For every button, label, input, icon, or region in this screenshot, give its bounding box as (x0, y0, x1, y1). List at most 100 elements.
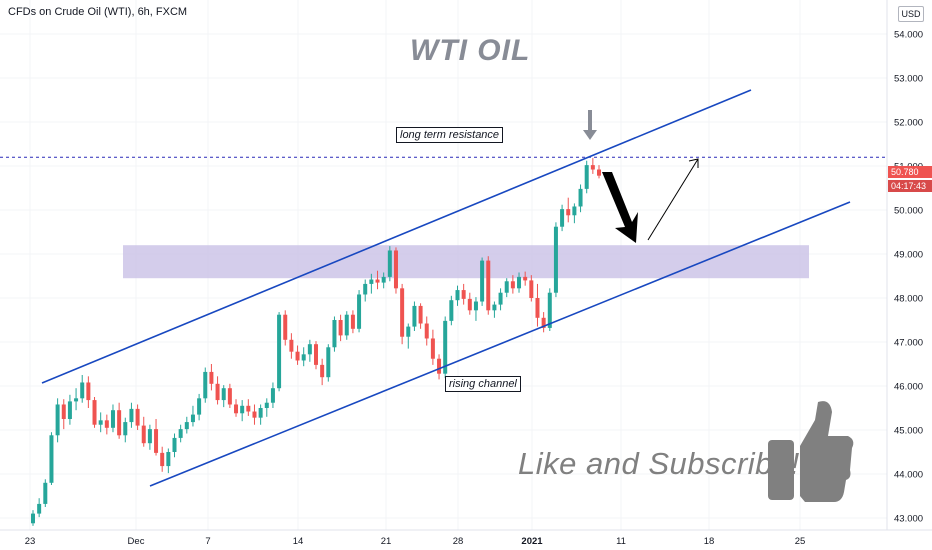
candle (597, 165, 601, 179)
price-tick-label: 47.000 (894, 338, 923, 349)
candle-body (369, 279, 374, 284)
candle-body (393, 250, 398, 289)
candle (584, 160, 589, 194)
candle-body (597, 169, 601, 176)
candle-body (295, 351, 300, 361)
price-tick-label: 49.000 (894, 250, 923, 261)
candle (517, 272, 522, 293)
candle-body (258, 408, 263, 418)
candle-body (98, 420, 103, 425)
time-tick-label: 11 (616, 536, 626, 547)
candle-body (400, 288, 405, 337)
candle (344, 311, 349, 340)
candle (455, 285, 460, 306)
price-tick-label: 45.000 (894, 426, 923, 437)
candle (123, 417, 128, 443)
candle (203, 367, 208, 403)
candle (61, 399, 66, 430)
candle-body (234, 404, 239, 414)
candle-body (104, 420, 109, 428)
candle (147, 424, 152, 450)
candle (400, 283, 405, 345)
price-tick-label: 54.000 (894, 30, 923, 41)
candle-body (443, 320, 448, 374)
price-tick-label: 50.000 (894, 206, 923, 217)
candle-body (492, 304, 497, 311)
candle (104, 414, 109, 435)
candle (406, 323, 411, 349)
candle (43, 479, 48, 507)
candle (240, 400, 245, 422)
price-axis: 43.000 44.000 45.000 46.000 47.000 48.000 49.0… (894, 30, 923, 525)
candle-body (381, 276, 386, 283)
candle (190, 405, 195, 427)
candle (135, 404, 140, 430)
candle-body (473, 301, 478, 311)
candle (437, 354, 442, 380)
candle (215, 376, 220, 405)
candle (74, 388, 79, 411)
candle-body (80, 382, 85, 399)
candle-body (455, 290, 460, 301)
candle-body (74, 398, 79, 402)
candle (504, 278, 509, 298)
candle (154, 419, 159, 456)
candle (510, 275, 515, 294)
candle-body (67, 401, 72, 419)
candle (387, 246, 392, 282)
chart-symbol-title: CFDs on Crude Oil (WTI), 6h, FXCM (8, 6, 188, 18)
candle-body (430, 338, 435, 359)
candle (393, 247, 398, 294)
candle (363, 279, 368, 302)
candle-body (172, 437, 177, 452)
candle-body (504, 281, 509, 293)
candle (326, 344, 331, 382)
candle-body (541, 317, 546, 328)
candle-body (523, 276, 528, 281)
time-tick-label: 2021 (521, 536, 543, 547)
candle (553, 222, 558, 298)
candle (541, 312, 546, 333)
candle (307, 339, 312, 362)
time-tick-label: 14 (293, 536, 304, 547)
last-price-tag: 50.780 (888, 166, 932, 178)
candle (480, 257, 485, 306)
candle (31, 510, 35, 526)
candle-body (240, 405, 245, 414)
candle (301, 347, 306, 367)
bullish-arrow-line (647, 158, 699, 241)
candle-body (184, 422, 189, 430)
down-arrow-icon (583, 110, 597, 140)
candle (498, 288, 503, 311)
candle (443, 316, 448, 379)
candle-body (55, 404, 60, 436)
candle-body (277, 314, 282, 389)
candle (92, 397, 97, 428)
candle (86, 376, 91, 408)
candle-body (572, 206, 577, 216)
candle-body (547, 292, 552, 328)
candle (566, 197, 571, 223)
candle (184, 416, 189, 434)
currency-button[interactable]: USD (898, 6, 924, 22)
chart-main-title: WTI OIL (410, 34, 531, 67)
candle-body (264, 402, 269, 408)
candle-body (517, 276, 522, 289)
time-tick-label: 28 (453, 536, 464, 547)
candle-body (166, 452, 171, 467)
candle (529, 275, 534, 302)
candle (80, 375, 85, 403)
candle (523, 271, 528, 286)
candle (221, 385, 226, 408)
candle-body (252, 411, 257, 418)
candle-body (449, 300, 454, 321)
candle-body (498, 292, 503, 305)
time-axis: 23 Dec 7 14 21 28 2021 11 18 25 (25, 536, 806, 547)
candle-body (578, 188, 583, 207)
price-tick-label: 44.000 (894, 470, 923, 481)
candle (338, 314, 343, 342)
candle (375, 270, 380, 290)
candle-body (178, 429, 183, 438)
candle-body (326, 347, 331, 378)
